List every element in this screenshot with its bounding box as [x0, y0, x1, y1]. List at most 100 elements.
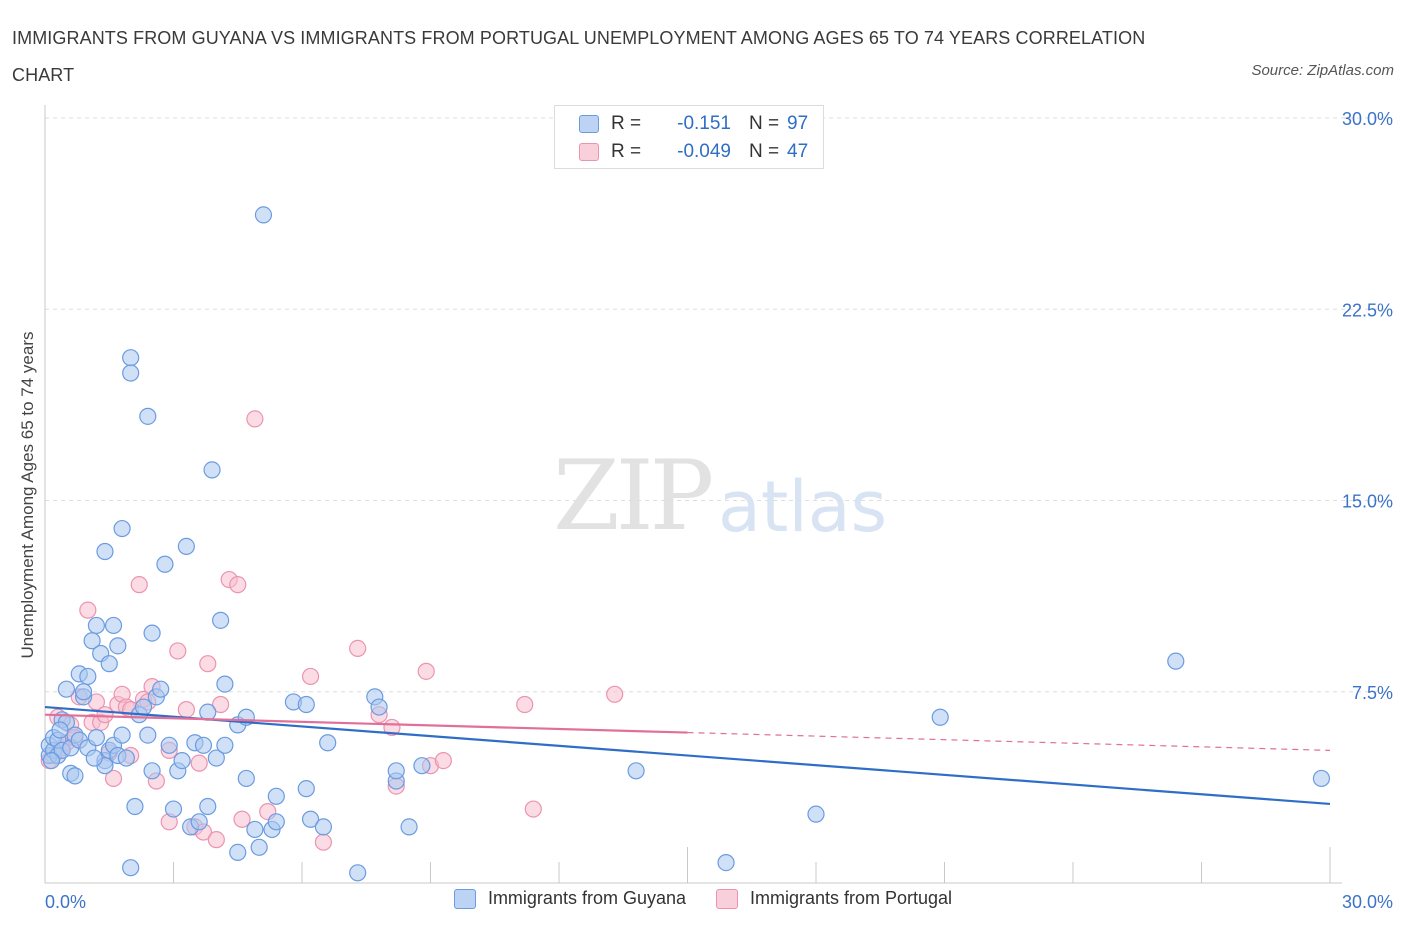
guyana-point [216, 675, 234, 693]
r-value: -0.049 [677, 141, 731, 162]
portugal-point [177, 700, 195, 719]
guyana-point [301, 810, 320, 828]
watermark-zip: ZIP [553, 440, 714, 552]
series-legend: Immigrants from Guyana Immigrants from P… [0, 888, 1406, 909]
portugal-point [349, 639, 367, 658]
guyana-point [143, 762, 161, 780]
r-value: -0.151 [677, 113, 731, 134]
portugal-point [130, 576, 148, 594]
portugal-trend-extension [687, 731, 1331, 751]
correlation-legend: R = -0.151 N = 97 R = -0.049 N = 47 [554, 105, 824, 169]
guyana-point [156, 555, 174, 573]
guyana-point [42, 751, 61, 770]
guyana-point [319, 734, 337, 752]
portugal-point [190, 754, 208, 772]
source-label: Source: ZipAtlas.com [1251, 62, 1394, 79]
guyana-legend-swatch [453, 888, 476, 909]
guyana-point [203, 461, 221, 479]
guyana-point [139, 407, 157, 425]
guyana-point [139, 726, 157, 744]
guyana-point [246, 820, 264, 839]
guyana-point [122, 859, 140, 877]
portugal-point [212, 695, 230, 714]
guyana-point [66, 767, 84, 785]
guyana-point [314, 818, 333, 836]
portugal-point [229, 576, 247, 594]
guyana-point [51, 721, 69, 739]
chart-title: IMMIGRANTS FROM GUYANA VS IMMIGRANTS FRO… [12, 28, 1146, 85]
portugal-point [246, 410, 264, 428]
guyana-point [413, 757, 431, 775]
guyana-point [370, 698, 388, 716]
portugal-point [314, 833, 333, 851]
guyana-trend-line [44, 705, 1331, 806]
guyana-point [212, 611, 230, 629]
guyana-point [173, 751, 191, 770]
guyana-point [122, 349, 140, 367]
portugal-point [606, 685, 624, 703]
guyana-point [216, 736, 234, 754]
guyana-point [164, 800, 183, 818]
guyana-point [229, 843, 247, 862]
portugal-trend-line [44, 713, 688, 734]
guyana-point [126, 797, 144, 816]
legend-label-guyana: Immigrants from Guyana [487, 888, 686, 908]
y-tick-label: 22.5% [1342, 300, 1393, 320]
watermark-atlas: atlas [718, 466, 888, 548]
guyana-point [400, 818, 418, 836]
legend-row-portugal: R = -0.049 N = 47 [579, 139, 808, 165]
guyana-point [1312, 769, 1331, 788]
guyana-point [104, 616, 123, 635]
guyana-point [931, 708, 949, 726]
portugal-point [104, 769, 123, 788]
guyana-point [194, 736, 213, 754]
legend-row-guyana: R = -0.151 N = 97 [579, 111, 808, 137]
guyana-point [627, 762, 645, 780]
legend-item-guyana[interactable]: Immigrants from Guyana [453, 888, 686, 909]
guyana-point [113, 726, 131, 744]
guyana-point [250, 838, 268, 856]
r-label: R = [611, 141, 642, 162]
n-label: N = [749, 141, 780, 162]
portugal-point [207, 831, 225, 849]
guyana-point [387, 762, 405, 780]
guyana-point [207, 749, 225, 767]
guyana-point [109, 637, 127, 655]
guyana-point [143, 624, 161, 642]
portugal-point [199, 655, 217, 673]
guyana-point [87, 616, 106, 635]
portugal-point [169, 642, 187, 660]
r-label: R = [611, 113, 642, 134]
portugal-point [79, 601, 97, 619]
portugal-point [417, 662, 435, 680]
guyana-point [267, 813, 285, 831]
n-value: 97 [787, 113, 809, 134]
guyana-point [74, 683, 93, 701]
guyana-point [96, 542, 114, 561]
portugal-point [233, 810, 251, 828]
guyana-point [117, 749, 135, 767]
guyana-point [254, 206, 273, 224]
portugal-swatch [579, 143, 599, 161]
n-value: 47 [787, 141, 809, 162]
y-tick-label: 30.0% [1342, 109, 1393, 129]
guyana-point [1167, 652, 1185, 670]
guyana-point [807, 805, 825, 823]
portugal-point [516, 695, 534, 714]
guyana-point [57, 680, 76, 698]
guyana-point [199, 797, 217, 816]
y-tick-label: 7.5% [1352, 683, 1393, 703]
portugal-legend-swatch [716, 888, 738, 909]
guyana-point [100, 655, 118, 673]
guyana-point [160, 736, 178, 754]
guyana-point [87, 729, 106, 747]
legend-item-portugal[interactable]: Immigrants from Portugal [716, 888, 952, 909]
portugal-point [301, 667, 320, 686]
guyana-point [199, 703, 217, 721]
legend-label-portugal: Immigrants from Portugal [750, 888, 953, 908]
portugal-point [434, 751, 452, 770]
guyana-point [237, 769, 255, 788]
guyana-point [267, 787, 285, 805]
guyana-swatch [579, 115, 599, 133]
